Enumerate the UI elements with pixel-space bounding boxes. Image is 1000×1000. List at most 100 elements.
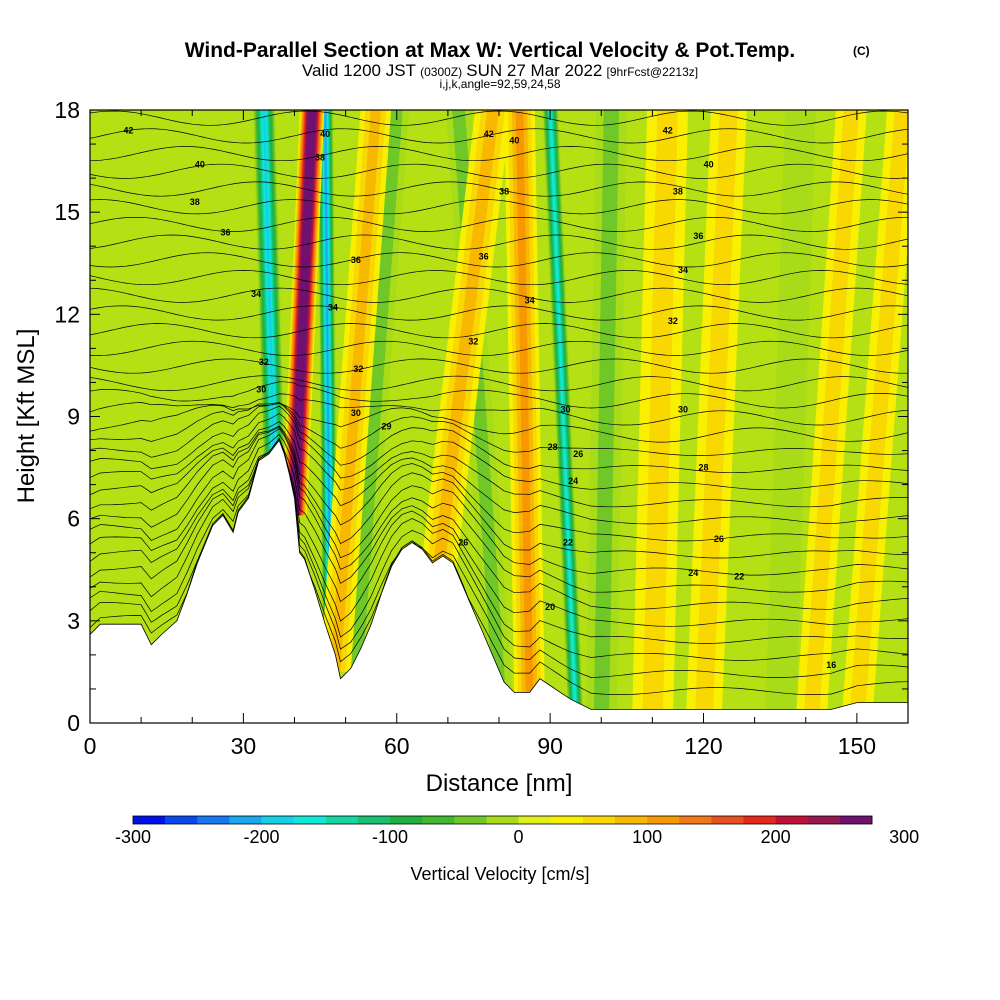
colorbar-swatch-8	[390, 816, 423, 824]
colorbar-swatch-18	[711, 816, 744, 824]
contour-label-29: 38	[673, 187, 683, 197]
theta-contour-29	[90, 181, 908, 197]
contour-label-34: 28	[698, 463, 708, 473]
downdraft-band-6-level--25	[764, 110, 816, 723]
contour-label-8: 38	[315, 153, 325, 163]
x-tick-label-90: 90	[537, 733, 563, 759]
colorbar-swatch-6	[325, 816, 359, 824]
colorbar-swatch-16	[647, 816, 680, 824]
contour-label-23: 24	[568, 476, 578, 486]
colorbar-swatch-7	[357, 816, 391, 824]
contour-label-18: 34	[525, 296, 535, 306]
contour-label-17: 36	[479, 251, 489, 261]
theta-contour-8	[90, 426, 908, 559]
colorbar-tick-100: 100	[632, 827, 662, 847]
theta-contour-24	[90, 270, 908, 286]
colorbar-swatch-0	[133, 816, 166, 824]
contour-label-13: 29	[382, 422, 392, 432]
contour-label-1: 40	[195, 159, 205, 169]
contour-label-14: 42	[484, 129, 494, 139]
contour-label-3: 36	[220, 228, 230, 238]
contour-label-16: 38	[499, 187, 509, 197]
updraft-band-2-level-75	[431, 110, 500, 577]
contour-label-5: 32	[259, 357, 269, 367]
contour-label-28: 40	[704, 159, 714, 169]
updraft-band-4-level-50	[642, 110, 678, 723]
contour-label-10: 36	[351, 255, 361, 265]
theta-contour-28	[90, 199, 908, 215]
colorbar-swatch-9	[422, 816, 455, 824]
contour-label-38: 16	[826, 660, 836, 670]
y-tick-label-3: 3	[67, 608, 80, 634]
theta-contour-10	[90, 421, 908, 525]
theta-contour-2	[90, 437, 908, 661]
colorbar-tick-300: 300	[889, 827, 919, 847]
contour-label-2: 38	[190, 197, 200, 207]
downdraft-band-5-level--50	[593, 110, 620, 723]
contour-label-22: 26	[573, 449, 583, 459]
theta-contours	[90, 110, 908, 695]
updraft-band-2	[419, 110, 511, 577]
contour-label-26: 26	[458, 538, 468, 548]
theta-contour-22	[90, 305, 908, 321]
y-tick-label-0: 0	[67, 710, 80, 736]
colorbar-swatch-3	[229, 816, 262, 824]
updraft-band-3	[504, 110, 546, 710]
theta-contour-30	[90, 163, 908, 179]
chart-title: Wind-Parallel Section at Max W: Vertical…	[185, 39, 796, 62]
updraft-band-5-level-50	[694, 110, 738, 723]
x-tick-label-150: 150	[838, 733, 876, 759]
colorbar-tick--200: -200	[244, 827, 280, 847]
contour-label-37: 22	[734, 572, 744, 582]
colorbar-label: Vertical Velocity [cm/s]	[410, 864, 589, 884]
contour-label-4: 34	[251, 289, 261, 299]
chart-subtitle: Valid 1200 JST (0300Z) SUN 27 Mar 2022 […	[302, 61, 698, 80]
contour-label-6: 30	[256, 384, 266, 394]
theta-contour-11	[90, 413, 908, 508]
theta-contour-6	[90, 433, 908, 593]
updraft-band-4	[632, 110, 688, 723]
colorbar-frame	[132, 815, 873, 825]
theta-contour-18	[90, 375, 908, 392]
contour-label-24: 22	[563, 538, 573, 548]
updraft-band-3-level-100	[515, 110, 534, 710]
theta-contour-19	[90, 358, 908, 374]
y-tick-label-9: 9	[67, 404, 80, 430]
downdraft-band-6	[764, 110, 816, 723]
colorbar-tick-0: 0	[514, 827, 524, 847]
theta-contour-23	[90, 287, 908, 303]
contour-label-35: 26	[714, 534, 724, 544]
subtitle-valid: Valid 1200 JST	[302, 61, 416, 80]
colorbar-swatch-10	[454, 816, 487, 824]
theta-contour-4	[90, 437, 908, 627]
colorbar-swatch-17	[679, 816, 712, 824]
downdraft-band-2-level--175	[549, 110, 577, 719]
contour-label-19: 32	[468, 337, 478, 347]
colorbar-swatch-15	[614, 816, 648, 824]
colorbar-swatch-22	[839, 816, 873, 824]
plot-area: 42 40 38 36 34 32 30 40 38 34 36 32 30 29 42 40 38 36 34 32…	[90, 110, 908, 723]
contour-label-7: 40	[320, 129, 330, 139]
theta-contour-13	[90, 402, 908, 474]
updraft-band-1	[320, 110, 392, 672]
y-tick-label-18: 18	[54, 97, 80, 123]
theta-contour-7	[90, 428, 908, 576]
terrain-mask	[90, 439, 908, 723]
colorbar-swatch-11	[486, 816, 519, 824]
contour-label-21: 28	[548, 442, 558, 452]
colorbar-tick--100: -100	[372, 827, 408, 847]
contour-label-33: 30	[678, 405, 688, 415]
updraft-band-1-level-75	[330, 110, 381, 672]
y-axis-label: Height [Kft MSL]	[13, 329, 40, 504]
contour-label-27: 42	[663, 125, 673, 135]
colorbar-swatch-4	[261, 816, 294, 824]
contour-label-15: 40	[509, 136, 519, 146]
contour-label-11: 32	[353, 364, 363, 374]
colorbar-tick-200: 200	[761, 827, 791, 847]
theta-contour-20	[90, 340, 908, 356]
theta-contour-25	[90, 252, 908, 268]
downdraft-band-0	[252, 110, 286, 465]
theta-contour-12	[90, 405, 908, 491]
